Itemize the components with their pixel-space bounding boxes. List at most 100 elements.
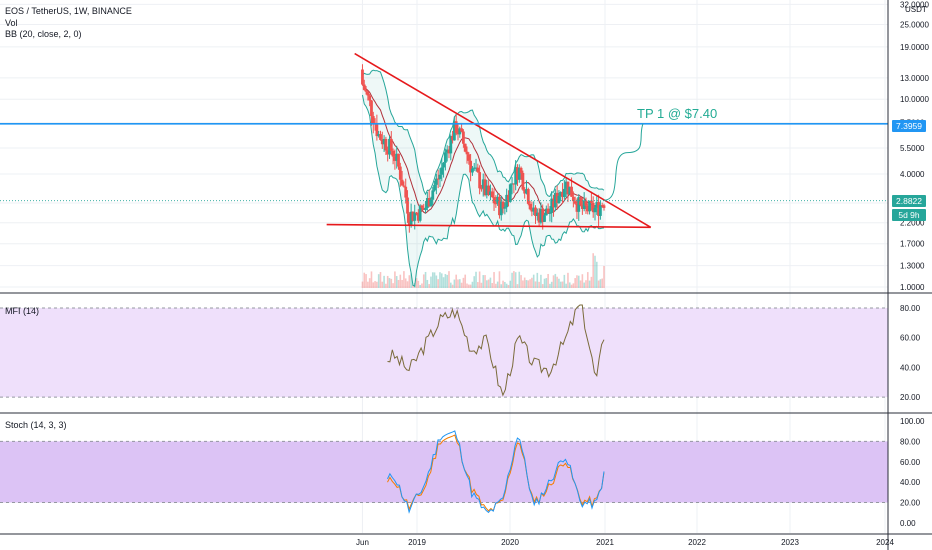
volume-bar	[500, 284, 503, 288]
volume-bar	[412, 284, 414, 288]
candle-body	[415, 212, 418, 214]
candle	[379, 130, 382, 141]
candle-body	[480, 188, 483, 190]
volume-bar	[403, 271, 405, 288]
candle-body	[474, 167, 478, 169]
candle-body	[451, 136, 454, 141]
volume-bar	[498, 271, 501, 288]
volume-bar	[585, 280, 587, 288]
stoch-tick-label: 20.00	[900, 499, 921, 508]
candle-body	[465, 151, 469, 155]
symbol-legend[interactable]: EOS / TetherUS, 1W, BINANCE	[5, 6, 132, 16]
candle	[552, 194, 555, 217]
volume-bar	[511, 272, 513, 288]
candle-body	[537, 212, 541, 223]
volume-bar	[367, 281, 369, 288]
candle-body	[503, 207, 507, 209]
volume-bar	[417, 280, 420, 288]
volume-bar	[449, 282, 452, 288]
candle-body	[456, 132, 460, 135]
drawings[interactable]	[0, 52, 888, 229]
candle-body	[598, 205, 602, 216]
volume-bar	[361, 281, 364, 288]
volume-bar	[446, 274, 448, 288]
candle	[496, 193, 500, 206]
volume-legend[interactable]: Vol	[5, 18, 18, 28]
volume-bar	[594, 255, 596, 288]
price-pane[interactable]	[0, 0, 888, 533]
candle-body	[597, 202, 600, 216]
volume-bar	[388, 278, 391, 288]
stoch-pane[interactable]	[0, 430, 888, 514]
volume-bar	[540, 274, 542, 288]
candle-body	[526, 189, 530, 204]
candle-body	[541, 208, 545, 222]
candle	[411, 211, 415, 222]
candle	[400, 170, 404, 186]
volume-bar	[522, 280, 524, 288]
stoch-band-fill	[0, 441, 888, 503]
candle-body	[517, 167, 521, 180]
candle-body	[429, 199, 433, 207]
candle	[530, 201, 534, 217]
candle	[422, 203, 426, 211]
candle	[571, 191, 575, 208]
volume-bar	[523, 277, 526, 288]
candle-body	[449, 136, 453, 154]
volume-bar	[381, 281, 384, 288]
volume-bar	[541, 284, 544, 288]
candle-body	[494, 203, 498, 205]
candle-body	[431, 190, 435, 200]
volume-bar	[426, 279, 429, 288]
lower-trendline[interactable]	[326, 223, 651, 229]
candle-body	[512, 183, 516, 185]
candle-body	[571, 196, 575, 202]
candle	[561, 183, 564, 204]
candle	[526, 187, 530, 206]
candle	[483, 173, 487, 197]
volume-bar	[383, 275, 385, 288]
candle-body	[555, 192, 559, 204]
volume-bar	[486, 280, 488, 288]
volume-bar	[428, 284, 430, 288]
volume-bar	[421, 283, 423, 288]
volume-bar	[496, 281, 499, 288]
mfi-pane[interactable]	[0, 304, 888, 398]
candle-body	[377, 134, 381, 137]
candle-body	[397, 153, 400, 167]
mfi-legend[interactable]: MFI (14)	[5, 306, 40, 316]
volume-bar	[513, 271, 515, 288]
volume-bar	[518, 271, 521, 288]
projection-path[interactable]	[603, 123, 644, 201]
upper-trendline[interactable]	[354, 52, 652, 228]
time-tick-label: 2020	[501, 538, 519, 547]
candle-body	[600, 205, 604, 207]
price-tick-label: 1.7000	[900, 240, 925, 249]
price-tick-label: 1.0000	[900, 283, 925, 292]
candle	[519, 166, 523, 180]
candle	[434, 173, 438, 195]
candle-body	[469, 160, 473, 173]
candle	[465, 146, 469, 164]
candle-body	[553, 192, 557, 208]
candle-body	[433, 184, 436, 191]
candle	[425, 192, 429, 211]
volume-bar	[401, 279, 403, 288]
candle-body	[532, 207, 536, 212]
candle	[476, 163, 480, 173]
candle-body	[602, 205, 606, 208]
candle-body	[508, 184, 512, 202]
target-annotation[interactable]: TP 1 @ $7.40	[637, 106, 718, 121]
bollinger-legend[interactable]: BB (20, close, 2, 0)	[5, 29, 82, 39]
volume-bar	[516, 284, 519, 288]
candle-body	[406, 197, 409, 214]
candle-body	[544, 208, 548, 216]
candle	[593, 205, 597, 221]
volume-bar	[372, 282, 375, 288]
candle	[397, 153, 400, 170]
stoch-legend[interactable]: Stoch (14, 3, 3)	[5, 420, 67, 430]
candle-body	[487, 185, 491, 195]
volume-bar	[368, 278, 371, 288]
candle-body	[404, 186, 408, 198]
